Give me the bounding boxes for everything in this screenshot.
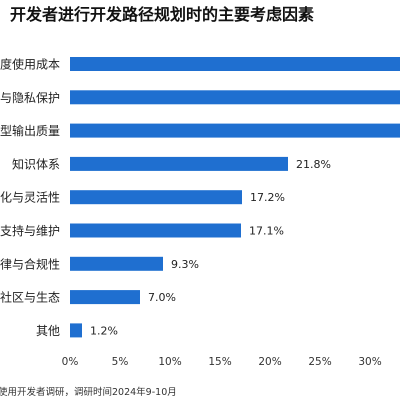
x-tick-label: 20% — [258, 356, 281, 368]
category-label: 支持与维护 — [0, 223, 60, 238]
bar — [70, 256, 163, 271]
data-label: 9.3% — [171, 258, 199, 271]
bar — [70, 123, 400, 138]
category-label: 知识体系 — [12, 157, 60, 171]
bar — [70, 156, 288, 171]
data-label: 17.1% — [249, 225, 284, 238]
category-label: 其他 — [36, 324, 60, 338]
x-tick-label: 0% — [62, 356, 79, 368]
bar — [70, 190, 242, 205]
data-labels-group: 21.8% 17.2% 17.1% 9.3% 7.0% 1.2% — [90, 158, 331, 338]
category-label: 社区与生态 — [0, 290, 60, 305]
bar — [70, 223, 241, 238]
category-labels-group: 度使用成本与隐私保护型输出质量知识体系化与灵活性支持与维护律与合规性社区与生态其… — [0, 57, 60, 338]
data-label: 7.0% — [148, 291, 176, 304]
chart-title: 开发者进行开发路径规划时的主要考虑因素 — [10, 5, 314, 24]
x-tick-label: 30% — [358, 356, 381, 368]
bar — [70, 290, 140, 305]
bar — [70, 57, 400, 71]
bar — [70, 90, 400, 105]
category-label: 化与灵活性 — [0, 191, 60, 205]
category-label: 与隐私保护 — [0, 91, 60, 105]
data-label: 17.2% — [250, 191, 285, 204]
category-label: 型输出质量 — [0, 123, 60, 138]
category-label: 度使用成本 — [0, 57, 60, 72]
x-tick-label: 25% — [308, 356, 331, 368]
source-note: 使用开发者调研，调研时间2024年9-10月 — [0, 386, 177, 398]
x-ticks-group: 0% 5% 10% 15% 20% 25% 30% — [62, 356, 382, 368]
bar — [70, 323, 82, 338]
category-label: 律与合规性 — [0, 256, 60, 271]
data-label: 1.2% — [90, 324, 118, 337]
x-tick-label: 15% — [208, 356, 231, 368]
x-tick-label: 10% — [158, 356, 181, 368]
bars-group — [70, 57, 400, 338]
data-label: 21.8% — [296, 158, 331, 171]
x-tick-label: 5% — [112, 356, 129, 368]
